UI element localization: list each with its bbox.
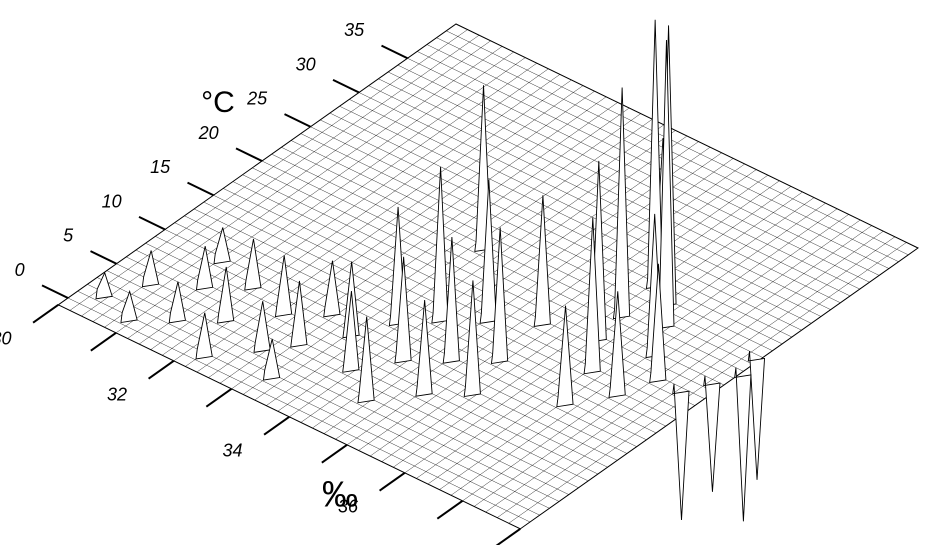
y-tick-label: 15 (150, 157, 171, 177)
spike (442, 237, 460, 364)
spike (342, 291, 360, 373)
y-axis-label: °C (201, 86, 235, 119)
spike (195, 246, 214, 291)
y-tick (332, 79, 360, 94)
x-tick (263, 416, 290, 436)
y-tick-label: 5 (63, 226, 74, 246)
spike (703, 375, 721, 492)
x-tick-label: 30 (0, 328, 12, 348)
x-axis-label: ‰ (322, 474, 358, 515)
x-minor-tick (205, 388, 233, 408)
spike (533, 195, 551, 328)
spike (747, 351, 766, 480)
spike (141, 250, 160, 288)
spike (612, 87, 631, 320)
x-minor-tick (321, 444, 348, 464)
spike (672, 383, 690, 521)
spike (244, 238, 262, 291)
spike (583, 217, 601, 375)
x-minor-tick (90, 332, 117, 352)
y-tick-label: 0 (15, 260, 25, 280)
spike (490, 227, 509, 365)
y-tick-label: 20 (198, 123, 219, 143)
spike (649, 263, 667, 384)
y-tick-label: 25 (246, 89, 268, 109)
spike (394, 256, 412, 364)
spike (415, 300, 433, 397)
y-tick (187, 181, 214, 197)
y-tick (138, 216, 166, 231)
y-tick (381, 44, 408, 60)
spike (262, 338, 281, 381)
y-tick (41, 284, 69, 299)
spike (290, 280, 308, 348)
spike (95, 271, 113, 300)
spike (734, 367, 752, 522)
spike (213, 227, 231, 265)
y-tick (284, 113, 311, 128)
spike (168, 281, 186, 324)
x-tick (32, 304, 59, 324)
spike (274, 255, 293, 318)
spike (608, 291, 626, 398)
spike (195, 312, 213, 360)
x-minor-tick (436, 500, 464, 520)
spike (357, 316, 375, 404)
y-tick-label: 30 (296, 54, 316, 74)
spike (556, 305, 574, 408)
x-tick (379, 472, 406, 492)
y-tick-label: 35 (344, 20, 365, 40)
x-tick-label: 32 (107, 384, 127, 404)
y-tick (235, 147, 263, 162)
x-tick-label: 36 (338, 496, 359, 516)
spike (323, 260, 341, 318)
spike (463, 280, 481, 398)
y-tick (90, 250, 117, 265)
x-tick (148, 360, 175, 380)
spike (120, 289, 138, 324)
x-tick (495, 528, 521, 545)
x-tick-label: 34 (223, 440, 243, 460)
spike (216, 266, 235, 324)
y-tick-label: 10 (102, 191, 122, 211)
